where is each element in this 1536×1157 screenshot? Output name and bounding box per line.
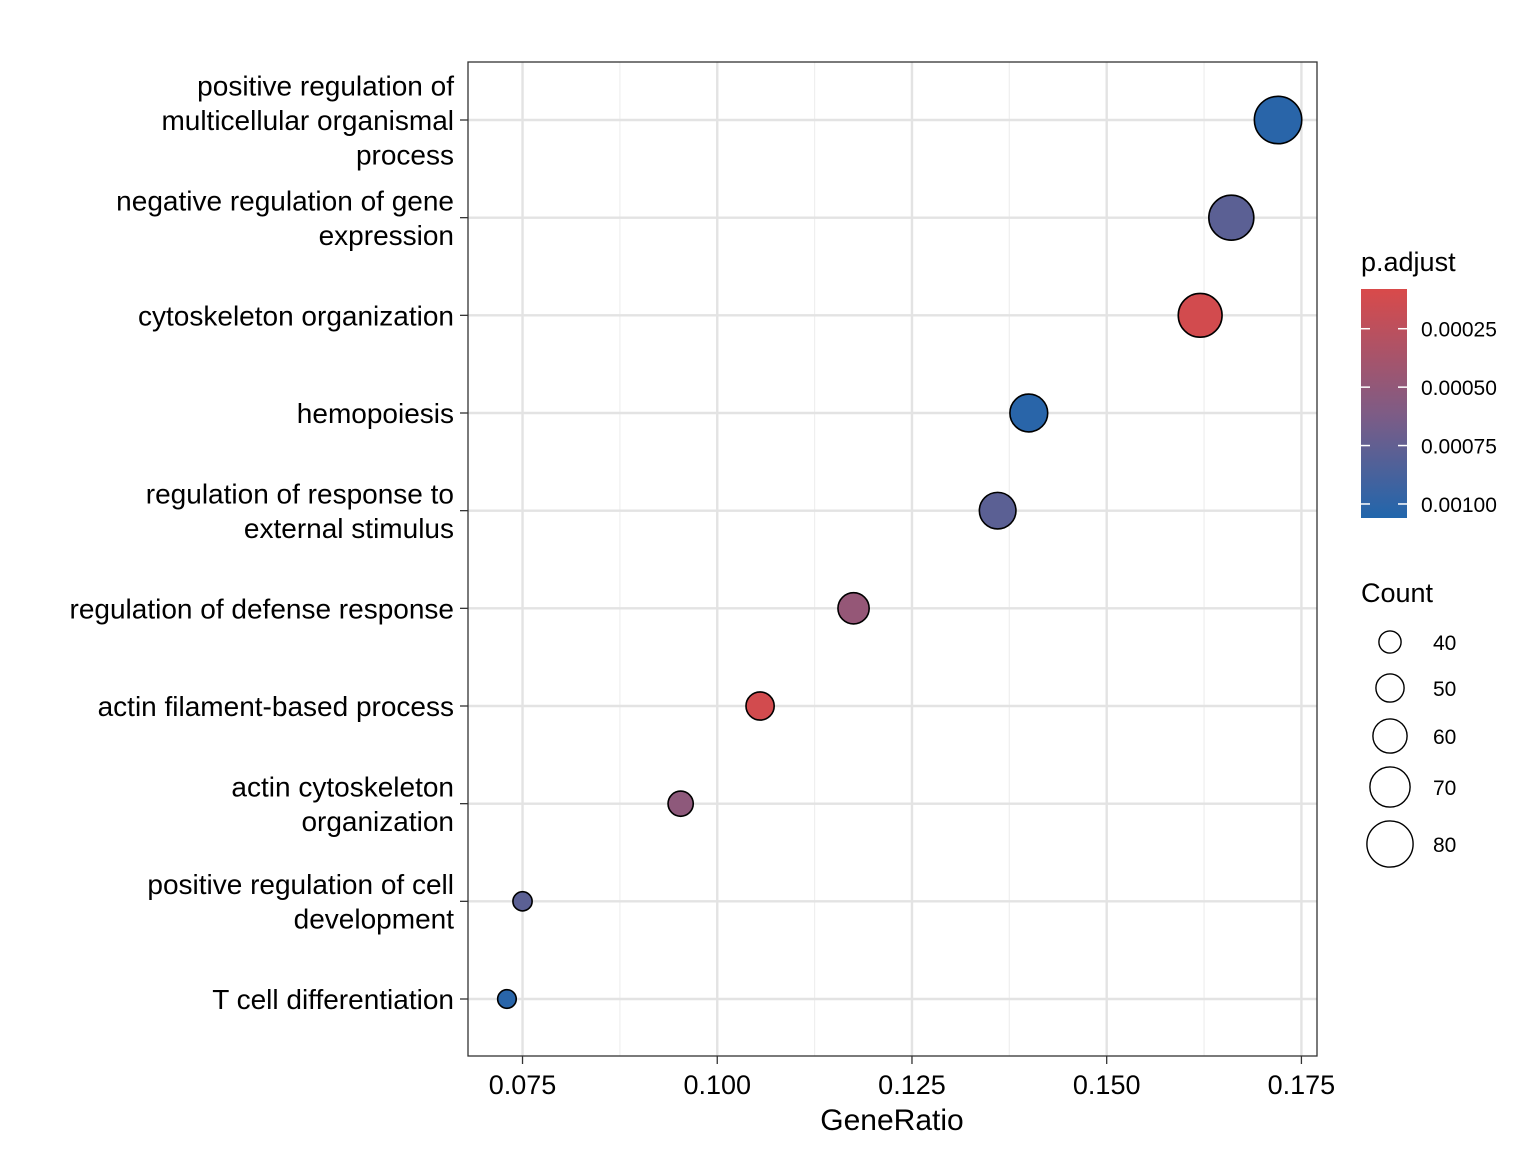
y-tick-label-line: actin cytoskeleton xyxy=(231,771,454,802)
x-tick-label: 0.150 xyxy=(1073,1070,1141,1100)
data-point xyxy=(745,691,775,721)
y-tick-label: hemopoiesis xyxy=(297,398,454,429)
y-tick-label: regulation of response to external stimul… xyxy=(146,478,454,544)
x-tick-label: 0.100 xyxy=(683,1070,751,1100)
size-legend-title: Count xyxy=(1361,578,1434,608)
data-point xyxy=(978,491,1017,530)
size-legend-circle xyxy=(1372,718,1408,754)
y-tick-label-line: positive regulation of cell xyxy=(147,869,454,900)
color-legend-label: 0.00100 xyxy=(1421,494,1497,517)
data-point xyxy=(1177,292,1223,339)
y-tick-label: actin filament-based process xyxy=(98,691,454,722)
color-legend-label: 0.00075 xyxy=(1421,436,1497,459)
y-tick-label: actin cytoskeleton organization xyxy=(231,771,454,837)
data-point xyxy=(1009,393,1049,433)
size-legend-label: 40 xyxy=(1433,632,1456,655)
y-tick-label: positive regulation of multicellular orga… xyxy=(161,71,454,171)
y-tick-label: regulation of defense response xyxy=(70,593,455,624)
size-legend-label: 80 xyxy=(1433,834,1456,857)
data-point xyxy=(667,790,695,818)
y-tick-label-line: cytoskeleton organization xyxy=(138,300,454,331)
grid-lines xyxy=(468,62,1317,1056)
size-legend-circle xyxy=(1366,820,1414,868)
y-tick-label-line: external stimulus xyxy=(244,513,454,544)
y-tick-label-line: expression xyxy=(319,220,454,251)
x-axis-title: GeneRatio xyxy=(820,1104,963,1137)
y-tick-label-line: positive regulation of xyxy=(197,71,454,102)
size-legend-label: 60 xyxy=(1433,726,1456,749)
color-legend: p.adjust 0.00025 0.00050 0.00075 0.00100 xyxy=(1361,247,1497,518)
y-tick-label: negative regulation of gene expression xyxy=(116,185,454,251)
color-legend-title: p.adjust xyxy=(1361,247,1456,277)
y-tick-label-line: T cell differentiation xyxy=(212,984,454,1015)
data-point xyxy=(1253,95,1303,145)
color-legend-label: 0.00050 xyxy=(1421,377,1497,400)
size-legend-label: 70 xyxy=(1433,777,1456,800)
y-tick-label: positive regulation of cell development xyxy=(147,869,454,935)
y-tick-label-line: actin filament-based process xyxy=(98,691,454,722)
size-legend-label: 50 xyxy=(1433,678,1456,701)
y-tick-label-line: development xyxy=(294,904,455,935)
size-legend: Count 40 50 60 70 80 xyxy=(1361,578,1456,868)
data-points xyxy=(496,95,1303,1010)
y-tick-label-line: regulation of defense response xyxy=(70,593,455,624)
y-tick-label: T cell differentiation xyxy=(212,984,454,1015)
y-tick-label-line: process xyxy=(356,140,454,171)
size-legend-circle xyxy=(1369,766,1411,808)
size-legend-circle xyxy=(1375,673,1405,703)
color-legend-bar xyxy=(1361,289,1407,518)
y-tick-label-line: regulation of response to xyxy=(146,478,454,509)
y-tick-label-line: hemopoiesis xyxy=(297,398,454,429)
y-tick-label-line: organization xyxy=(301,806,454,837)
y-tick-label-line: negative regulation of gene xyxy=(116,185,454,216)
plot-panel-border xyxy=(467,61,1318,1057)
data-point xyxy=(512,890,533,912)
axes: 0.075 0.100 0.125 0.150 0.175 positive regula… xyxy=(70,71,1336,1101)
data-point xyxy=(837,591,870,625)
x-tick-label: 0.175 xyxy=(1268,1070,1336,1100)
color-legend-label: 0.00025 xyxy=(1421,319,1497,342)
size-legend-circle xyxy=(1378,630,1402,654)
y-tick-label: cytoskeleton organization xyxy=(138,300,454,331)
data-point xyxy=(1208,194,1255,241)
x-tick-label: 0.075 xyxy=(489,1070,557,1100)
y-tick-label-line: multicellular organismal xyxy=(161,105,454,136)
data-point xyxy=(496,988,518,1010)
x-tick-label: 0.125 xyxy=(878,1070,946,1100)
